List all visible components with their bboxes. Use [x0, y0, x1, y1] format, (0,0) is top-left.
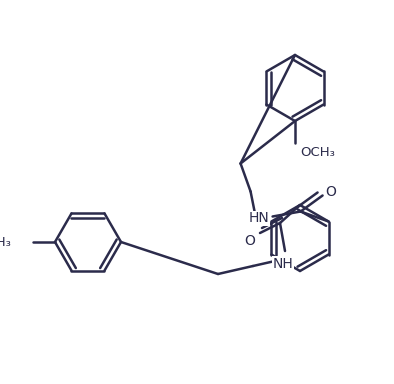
Text: HN: HN — [248, 212, 269, 225]
Text: O: O — [325, 185, 336, 200]
Text: NH: NH — [273, 257, 294, 271]
Text: OCH₃: OCH₃ — [300, 146, 335, 159]
Text: OCH₃: OCH₃ — [0, 235, 11, 248]
Text: O: O — [245, 234, 255, 248]
